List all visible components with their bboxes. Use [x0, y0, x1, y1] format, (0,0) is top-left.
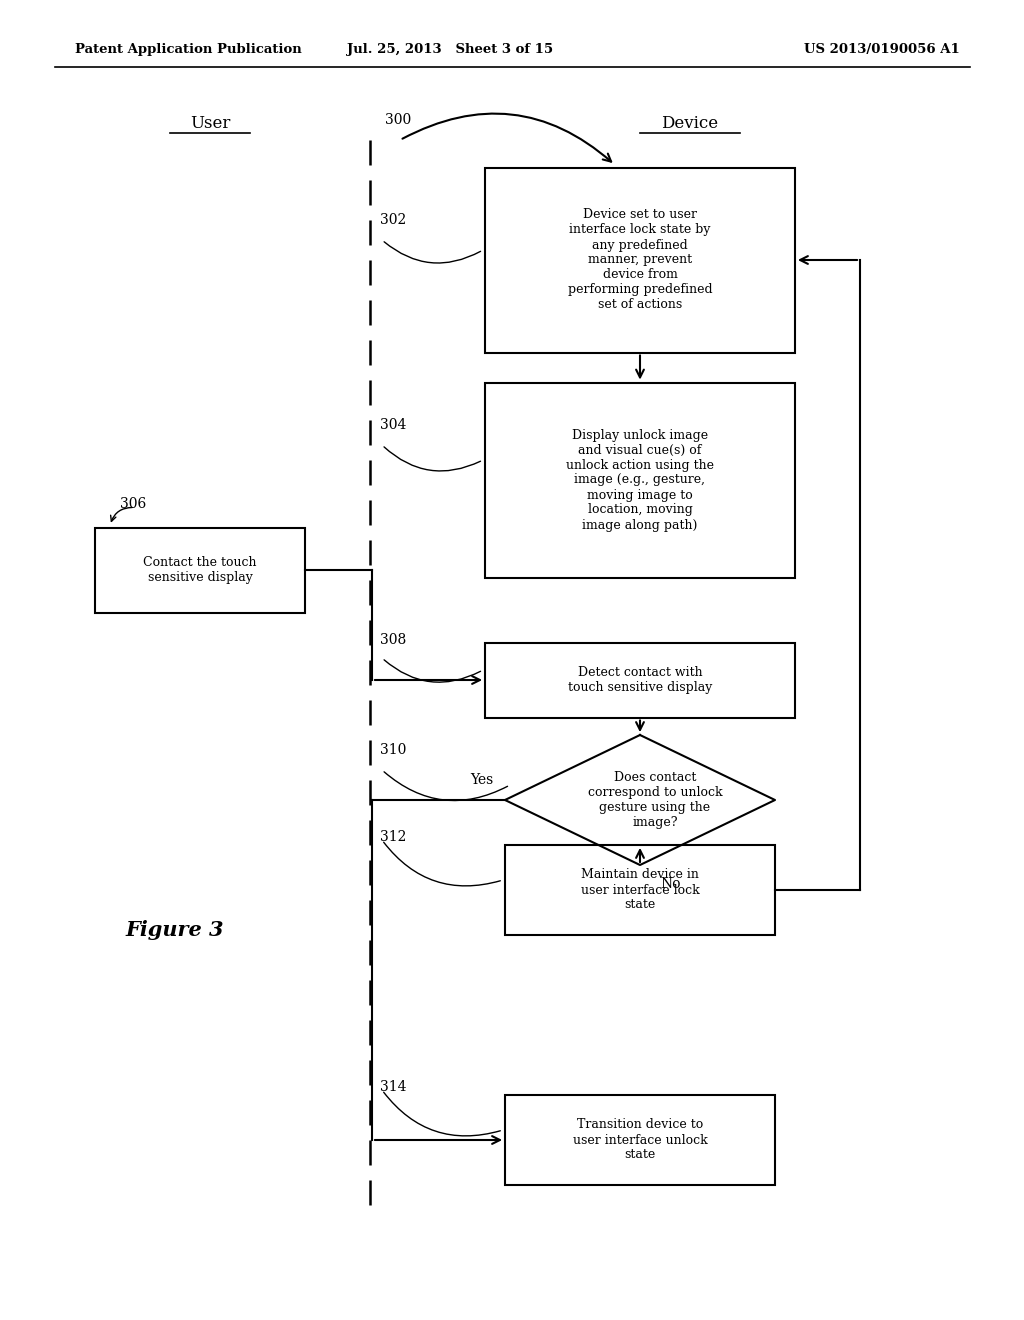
Text: 302: 302 [380, 213, 407, 227]
Text: Yes: Yes [470, 774, 493, 787]
Text: Does contact
correspond to unlock
gesture using the
image?: Does contact correspond to unlock gestur… [588, 771, 722, 829]
Bar [485, 643, 795, 718]
Text: Patent Application Publication: Patent Application Publication [75, 44, 302, 57]
Text: No: No [660, 876, 681, 891]
Text: Jul. 25, 2013   Sheet 3 of 15: Jul. 25, 2013 Sheet 3 of 15 [347, 44, 553, 57]
FancyArrowPatch shape [402, 114, 611, 161]
Text: Transition device to
user interface unlock
state: Transition device to user interface unlo… [572, 1118, 708, 1162]
Text: 310: 310 [380, 743, 407, 756]
FancyArrowPatch shape [384, 842, 501, 886]
Text: 308: 308 [380, 634, 407, 647]
FancyArrowPatch shape [111, 507, 132, 521]
Bar [485, 168, 795, 352]
Text: 300: 300 [385, 114, 412, 127]
Text: Device: Device [662, 115, 719, 132]
FancyArrowPatch shape [384, 1092, 501, 1137]
Bar [505, 1096, 775, 1185]
FancyArrowPatch shape [384, 772, 508, 800]
Text: Maintain device in
user interface lock
state: Maintain device in user interface lock s… [581, 869, 699, 912]
Text: US 2013/0190056 A1: US 2013/0190056 A1 [804, 44, 961, 57]
FancyArrowPatch shape [384, 660, 480, 682]
Text: User: User [189, 115, 230, 132]
Text: Display unlock image
and visual cue(s) of
unlock action using the
image (e.g., g: Display unlock image and visual cue(s) o… [566, 429, 714, 532]
Bar [95, 528, 305, 612]
Text: Contact the touch
sensitive display: Contact the touch sensitive display [143, 556, 257, 583]
FancyArrowPatch shape [384, 242, 480, 263]
Text: 312: 312 [380, 830, 407, 843]
Text: Detect contact with
touch sensitive display: Detect contact with touch sensitive disp… [568, 667, 712, 694]
Text: 306: 306 [120, 498, 146, 511]
Text: 304: 304 [380, 418, 407, 432]
FancyArrowPatch shape [384, 447, 480, 471]
Text: 314: 314 [380, 1080, 407, 1094]
Bar [505, 845, 775, 935]
Text: Figure 3: Figure 3 [126, 920, 224, 940]
Text: Device set to user
interface lock state by
any predefined
manner, prevent
device: Device set to user interface lock state … [567, 209, 713, 312]
Bar [485, 383, 795, 578]
